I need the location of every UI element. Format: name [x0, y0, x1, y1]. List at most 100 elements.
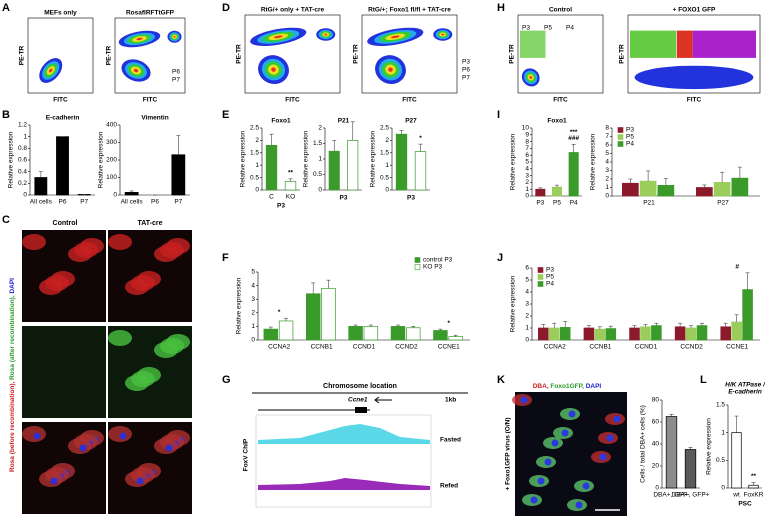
- bar: [622, 182, 639, 197]
- y-axis-label: Cells / total DBA+ cells (%): [640, 405, 647, 483]
- gene-arrow: [374, 396, 392, 404]
- legend-swatch: [537, 274, 544, 280]
- bar: [720, 326, 731, 341]
- plot-title: Control: [549, 7, 572, 14]
- y-tick-label: 1: [525, 186, 529, 193]
- y-tick-label: 6: [525, 265, 529, 272]
- y-tick-label: 20: [652, 463, 660, 470]
- nucleus: [599, 453, 607, 461]
- bar: [674, 326, 686, 341]
- y-tick-label: 0: [721, 485, 725, 492]
- y-tick-label: 1.5: [313, 140, 322, 147]
- x-tick-label: CCND1: [353, 344, 376, 351]
- nucleus: [520, 396, 528, 404]
- legend-swatch: [414, 264, 421, 270]
- y-tick-label: 2: [525, 313, 529, 320]
- error-bar: [751, 482, 756, 486]
- chip-track: [258, 424, 430, 444]
- error-bar: [688, 446, 693, 450]
- bar: [713, 182, 731, 197]
- legend-swatch: [414, 257, 421, 263]
- bar: [651, 325, 662, 341]
- bar: [448, 336, 463, 341]
- y-tick-label: 1.5: [716, 402, 725, 409]
- error-bar: [438, 328, 443, 331]
- nucleus: [544, 458, 552, 466]
- panel-letter: C: [2, 214, 10, 226]
- gene-name: Ccne1: [348, 397, 368, 404]
- gate-label: P6: [462, 67, 470, 74]
- error-bar: [734, 314, 739, 322]
- significance: **: [751, 473, 757, 480]
- axis-label: PE-TR: [509, 44, 516, 64]
- bar: [284, 180, 297, 191]
- y-axis-label: Relative expression: [240, 130, 247, 187]
- flow-density: [634, 65, 754, 90]
- cell: [154, 438, 178, 454]
- panel-letter: H: [497, 2, 505, 14]
- plot-title: RtG/+ only + TAT-cre: [261, 7, 325, 14]
- x-axis-label: P3: [407, 195, 415, 202]
- flow-density: [274, 35, 283, 39]
- x-tick-label: CCNE1: [438, 344, 460, 351]
- legend-label: P4: [546, 281, 554, 288]
- axis-label: PE-TR: [619, 44, 626, 64]
- y-axis-label: Relative expression: [706, 418, 713, 475]
- bar: [731, 432, 742, 489]
- bar: [406, 327, 421, 341]
- error-bar: [538, 187, 543, 190]
- y-tick-label: 2.5: [250, 125, 259, 132]
- cell: [125, 279, 149, 295]
- y-tick-label: 6: [605, 142, 609, 149]
- y-tick-label: 4: [251, 282, 255, 289]
- y-tick-label: 2.5: [380, 125, 389, 132]
- error-bar: [702, 184, 707, 188]
- plot-title: RosafIRFTtGFP: [126, 10, 175, 17]
- y-tick-label: 40: [652, 441, 660, 448]
- x-axis-label: PSC: [738, 501, 752, 508]
- flow-frame: [244, 14, 341, 94]
- nucleus: [613, 415, 621, 423]
- y-tick-label: 0.5: [313, 171, 322, 178]
- y-tick-label: 0: [113, 192, 117, 199]
- error-bar: [643, 324, 648, 327]
- error-bar: [353, 324, 358, 327]
- chart-title: E-cadherin: [46, 115, 80, 122]
- nucleus: [561, 429, 569, 437]
- error-bar: [720, 171, 725, 183]
- y-tick-label: 3: [605, 167, 609, 174]
- flow-frame: [361, 14, 458, 94]
- bar: [639, 180, 657, 197]
- error-bar: [368, 324, 373, 327]
- y-tick-label: 0.6: [18, 157, 27, 164]
- error-bar: [176, 135, 181, 155]
- legend-label: P4: [626, 141, 634, 148]
- y-axis-label: Relative expression: [8, 131, 15, 188]
- bar: [685, 327, 697, 341]
- y-tick-label: 0.4: [18, 168, 27, 175]
- y-tick-label: 1: [251, 323, 255, 330]
- legend-label: P3: [546, 267, 554, 274]
- y-tick-label: 2: [318, 125, 322, 132]
- column-title: Control: [53, 220, 78, 227]
- x-tick-label: KO: [286, 194, 295, 201]
- bar: [347, 140, 359, 191]
- error-bar: [453, 334, 458, 337]
- y-tick-label: 2: [525, 179, 529, 186]
- error-bar: [723, 322, 728, 327]
- y-tick-label: 1: [721, 429, 725, 436]
- chip-track: [258, 478, 430, 490]
- x-tick-label: CCNB1: [311, 344, 333, 351]
- nucleus: [606, 434, 614, 442]
- y-tick-label: 0: [655, 485, 659, 492]
- error-bar: [268, 326, 273, 330]
- y-axis-label: Relative expression: [510, 133, 517, 190]
- y-tick-label: 3: [251, 296, 255, 303]
- x-tick-label: DBA+, GFP+: [672, 492, 710, 499]
- bar: [124, 192, 139, 196]
- gate-region: [520, 30, 546, 58]
- cell: [125, 471, 149, 487]
- gate-label: P6: [172, 69, 180, 76]
- scale-label: 1kb: [445, 397, 456, 404]
- y-tick-label: 0: [255, 187, 259, 194]
